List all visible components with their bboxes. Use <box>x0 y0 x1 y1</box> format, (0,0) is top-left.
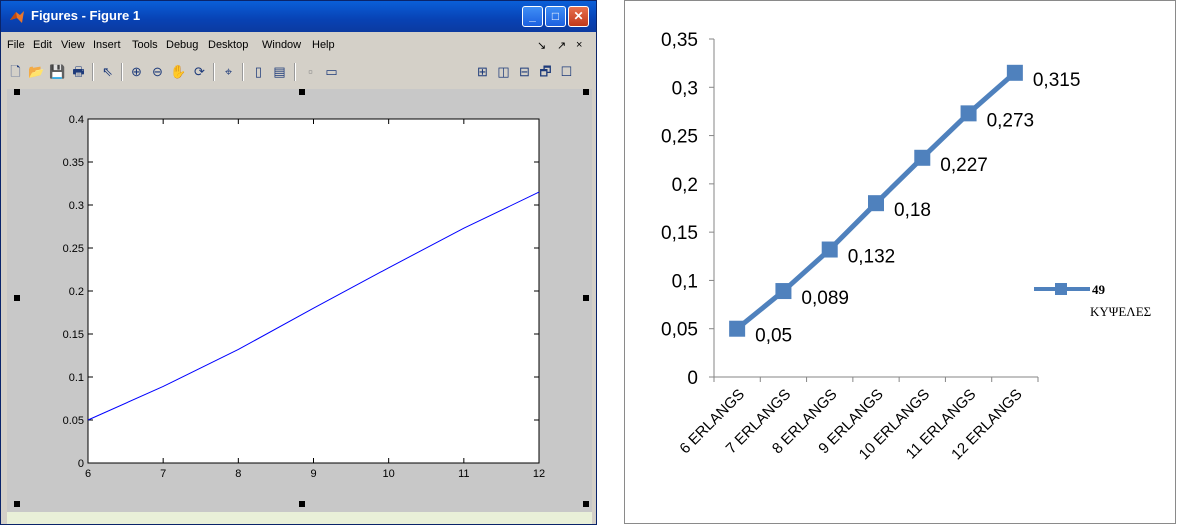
menu-window[interactable]: Window <box>262 39 302 51</box>
legend-icon[interactable]: ▤ <box>273 64 286 79</box>
toolbar-separator <box>121 63 123 81</box>
pointer-icon[interactable]: ⇖ <box>102 64 113 79</box>
menu-edit[interactable]: Edit <box>33 39 52 51</box>
zoom-out-icon[interactable]: ⊖ <box>152 64 163 79</box>
zoom-in-icon[interactable]: ⊕ <box>131 64 142 79</box>
window-title: Figures - Figure 1 <box>31 8 141 23</box>
menu-debug[interactable]: Debug <box>166 39 199 51</box>
print-icon[interactable]: 🖶 <box>72 64 85 79</box>
maximize-button[interactable]: □ <box>545 6 566 27</box>
hide-plot-tools-icon[interactable]: ▫ <box>308 64 313 79</box>
resize-handle[interactable] <box>583 89 589 95</box>
rotate-3d-icon[interactable]: ⟳ <box>194 64 205 79</box>
figure-canvas <box>7 89 592 521</box>
menu-help[interactable]: Help <box>312 39 335 51</box>
pan-hand-icon[interactable]: ✋ <box>170 64 187 79</box>
close-figure-icon[interactable]: × <box>576 39 583 51</box>
toolbar-separator <box>294 63 296 81</box>
toolbar-separator <box>242 63 244 81</box>
menu-desktop[interactable]: Desktop <box>208 39 249 51</box>
resize-handle[interactable] <box>583 501 589 507</box>
colorbar-icon[interactable]: ▯ <box>254 64 263 79</box>
tile-icon[interactable]: ⊞ <box>477 64 488 79</box>
matlab-figure-window: Figures - Figure 1 _ □ ✕ File Edit View … <box>0 0 597 525</box>
undock-figure-icon[interactable]: ↗ <box>557 40 567 52</box>
menu-bar: File Edit View Insert Tools Debug Deskto… <box>1 36 596 56</box>
resize-handle[interactable] <box>583 295 589 301</box>
open-folder-icon[interactable]: 📂 <box>28 64 45 79</box>
data-cursor-icon[interactable]: ⌖ <box>224 64 233 79</box>
resize-handle[interactable] <box>299 501 305 507</box>
split-vertical-icon[interactable]: ◫ <box>497 64 510 79</box>
float-icon[interactable]: 🗗 <box>539 64 552 79</box>
toolbar-separator <box>213 63 215 81</box>
new-file-icon[interactable]: 🗋 <box>10 64 21 79</box>
resize-handle[interactable] <box>14 501 20 507</box>
save-icon[interactable]: 💾 <box>49 64 66 79</box>
menu-insert[interactable]: Insert <box>93 39 121 51</box>
resize-handle[interactable] <box>14 89 20 95</box>
minimize-button[interactable]: _ <box>522 6 543 27</box>
figure-toolbar: 🗋 📂 💾 🖶 ⇖ ⊕ ⊖ ✋ ⟳ ⌖ ▯ ▤ ▫ ▭ ⊞ ◫ ⊟ 🗗 ☐ <box>1 59 596 85</box>
toolbar-separator <box>92 63 94 81</box>
maximize-icon[interactable]: ☐ <box>560 64 573 79</box>
menu-file[interactable]: File <box>7 39 25 51</box>
title-bar[interactable]: Figures - Figure 1 _ □ ✕ <box>1 1 596 32</box>
excel-chart-frame <box>624 0 1176 524</box>
dock-figure-icon[interactable]: ↘ <box>537 40 547 52</box>
split-horizontal-icon[interactable]: ⊟ <box>519 64 530 79</box>
close-button[interactable]: ✕ <box>568 6 589 27</box>
resize-handle[interactable] <box>299 89 305 95</box>
status-strip <box>7 512 592 524</box>
menu-view[interactable]: View <box>61 39 85 51</box>
menu-tools[interactable]: Tools <box>132 39 158 51</box>
resize-handle[interactable] <box>14 295 20 301</box>
show-plot-tools-icon[interactable]: ▭ <box>325 64 338 79</box>
matlab-logo-icon <box>10 11 24 23</box>
